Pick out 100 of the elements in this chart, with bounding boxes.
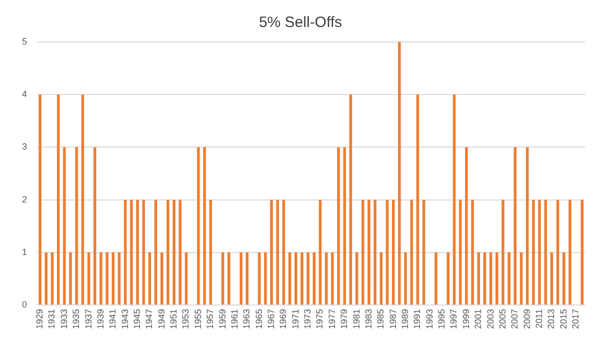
bar bbox=[538, 200, 541, 304]
bar bbox=[410, 200, 413, 304]
x-tick-label: 2007 bbox=[510, 308, 520, 330]
x-tick-label: 1947 bbox=[144, 308, 154, 330]
x-tick-label: 1969 bbox=[278, 308, 288, 330]
bar bbox=[380, 252, 383, 304]
x-tick-label: 1971 bbox=[290, 308, 300, 330]
x-tick-label: 2003 bbox=[485, 308, 496, 330]
x-tick-label: 1985 bbox=[376, 308, 386, 330]
bar bbox=[172, 200, 176, 304]
bar bbox=[81, 94, 84, 304]
bar bbox=[94, 147, 96, 304]
bar bbox=[404, 252, 407, 304]
bar bbox=[312, 252, 316, 304]
bar bbox=[56, 94, 60, 304]
bar bbox=[50, 252, 54, 304]
y-tick-label: 3 bbox=[22, 142, 28, 152]
x-tick-label: 1955 bbox=[192, 308, 203, 330]
bar bbox=[422, 200, 426, 304]
x-tick-label: 1965 bbox=[254, 308, 264, 330]
bar bbox=[203, 147, 206, 304]
x-tick-label: 1975 bbox=[314, 308, 325, 330]
x-tick-label: 2015 bbox=[558, 308, 568, 330]
bar bbox=[386, 200, 389, 304]
bar bbox=[349, 94, 352, 304]
x-tick-label: 2011 bbox=[534, 308, 544, 328]
bar bbox=[246, 252, 249, 304]
bar bbox=[398, 42, 401, 304]
bar bbox=[434, 252, 438, 304]
bar bbox=[130, 200, 133, 304]
x-tick-label: 1997 bbox=[448, 308, 459, 330]
x-tick-label: 1977 bbox=[326, 308, 337, 330]
bar bbox=[142, 200, 145, 304]
bar bbox=[294, 252, 298, 304]
x-tick-label: 2005 bbox=[497, 308, 508, 330]
bar bbox=[63, 147, 66, 304]
bar bbox=[221, 252, 224, 304]
bar bbox=[118, 252, 121, 304]
x-tick-label: 1987 bbox=[388, 308, 398, 330]
bar bbox=[318, 200, 322, 304]
bar bbox=[520, 252, 523, 304]
bar bbox=[471, 200, 474, 304]
bar bbox=[556, 200, 560, 304]
bar bbox=[526, 147, 529, 304]
bar bbox=[270, 200, 273, 304]
bar bbox=[508, 252, 510, 304]
bar bbox=[197, 147, 200, 304]
bar bbox=[362, 200, 364, 304]
x-tick-label: 1929 bbox=[34, 308, 45, 330]
bar bbox=[276, 200, 279, 304]
chart-title: 5% Sell-Offs bbox=[258, 14, 342, 32]
y-tick-label: 4 bbox=[22, 89, 28, 100]
bar bbox=[38, 94, 42, 304]
x-tick-label: 1979 bbox=[339, 308, 350, 330]
x-tick-label: 1961 bbox=[229, 308, 240, 330]
x-tick-label: 1941 bbox=[108, 308, 118, 330]
bar bbox=[264, 252, 267, 304]
bar bbox=[532, 200, 535, 304]
bar bbox=[331, 252, 334, 304]
bar bbox=[106, 252, 108, 304]
x-tick-label: 1963 bbox=[242, 308, 252, 330]
x-tick-label: 1999 bbox=[460, 308, 471, 330]
bar bbox=[306, 252, 310, 304]
x-tick-label: 1953 bbox=[180, 308, 191, 330]
x-tick-label: 2009 bbox=[522, 308, 532, 330]
bar bbox=[148, 252, 152, 304]
y-tick-label: 1 bbox=[22, 246, 28, 257]
bar bbox=[483, 252, 486, 304]
x-tick-label: 1991 bbox=[412, 308, 422, 330]
bar bbox=[446, 252, 450, 304]
y-tick-label: 0 bbox=[22, 299, 28, 310]
x-tick-label: 1959 bbox=[217, 308, 228, 330]
bar bbox=[368, 200, 370, 304]
bar bbox=[44, 252, 48, 304]
bar bbox=[465, 147, 468, 304]
bar bbox=[178, 200, 182, 304]
bar bbox=[209, 200, 212, 304]
bar bbox=[184, 252, 188, 304]
x-tick-label: 1981 bbox=[351, 308, 362, 330]
y-tick-label: 5 bbox=[22, 36, 28, 46]
bar bbox=[324, 252, 328, 304]
bar bbox=[112, 252, 115, 304]
bar bbox=[343, 147, 346, 304]
bar bbox=[477, 252, 480, 304]
x-tick-label: 1951 bbox=[168, 308, 179, 330]
x-tick-label: 2001 bbox=[473, 308, 484, 330]
x-tick-label: 1983 bbox=[363, 308, 374, 330]
bar bbox=[337, 147, 340, 304]
bar bbox=[136, 200, 139, 304]
x-tick-label: 1973 bbox=[302, 308, 313, 330]
x-tick-label: 1939 bbox=[95, 308, 106, 330]
x-tick-label: 1933 bbox=[58, 308, 69, 330]
x-tick-label: 1995 bbox=[436, 308, 447, 330]
bar bbox=[568, 200, 572, 304]
bar bbox=[240, 252, 242, 304]
bar bbox=[458, 200, 462, 304]
bar bbox=[282, 200, 286, 304]
x-tick-label: 1945 bbox=[132, 308, 142, 330]
bar bbox=[392, 200, 395, 304]
bar bbox=[416, 94, 420, 304]
